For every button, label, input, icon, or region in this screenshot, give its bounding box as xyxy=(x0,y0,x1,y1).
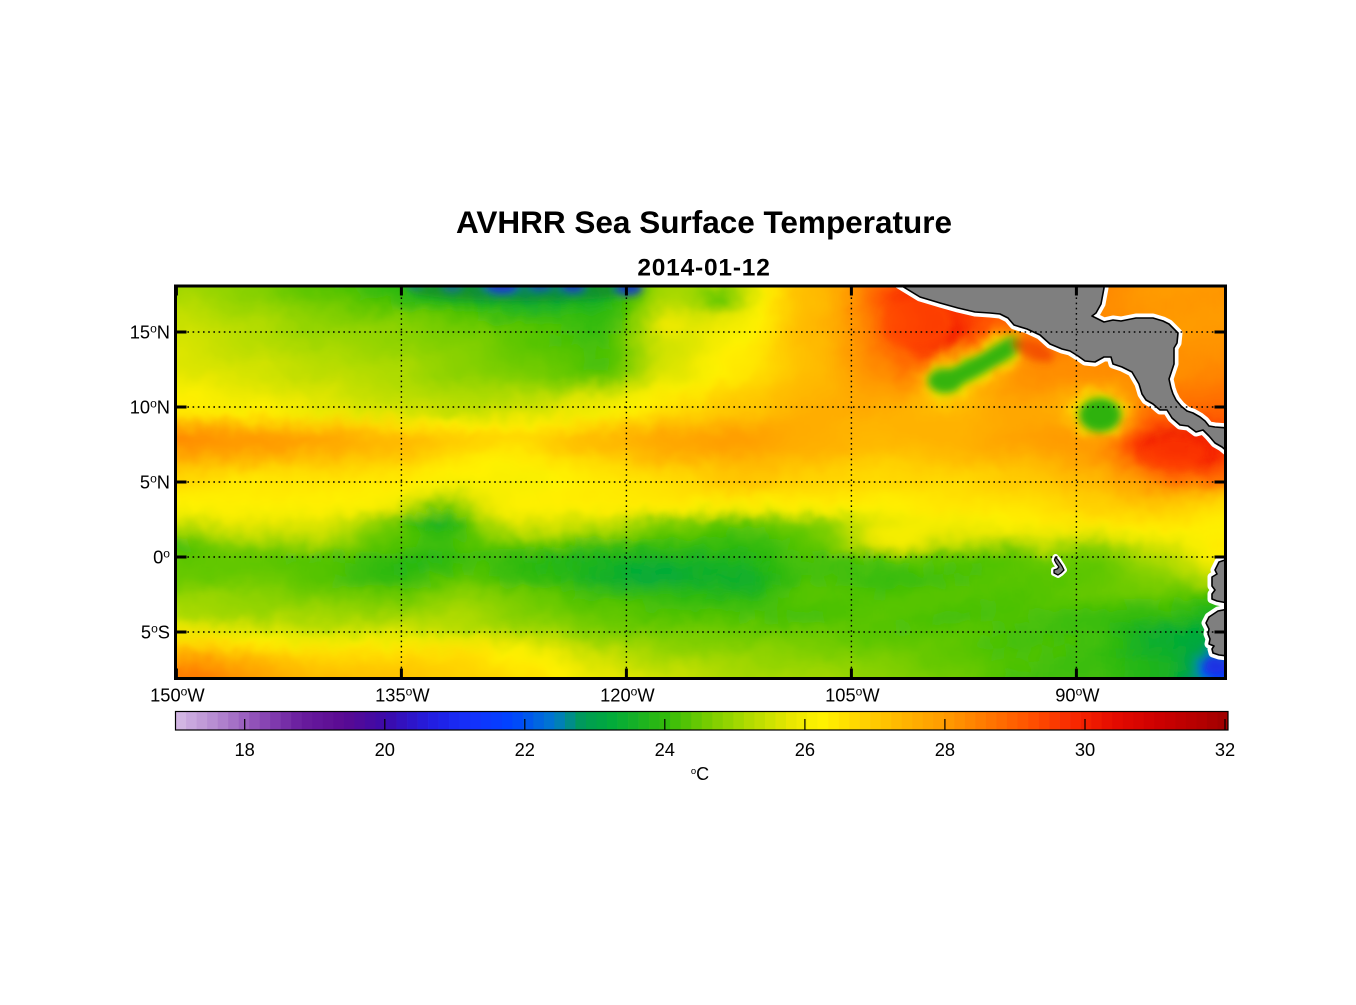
svg-text:24: 24 xyxy=(655,739,675,760)
svg-text:90oW: 90oW xyxy=(1055,684,1100,705)
svg-text:2014-01-12: 2014-01-12 xyxy=(637,255,770,282)
svg-text:oC: oC xyxy=(691,764,709,784)
svg-text:135oW: 135oW xyxy=(375,684,430,705)
svg-text:22: 22 xyxy=(515,739,535,760)
svg-text:30: 30 xyxy=(1075,739,1095,760)
svg-text:32: 32 xyxy=(1215,739,1235,760)
svg-text:10oN: 10oN xyxy=(130,396,170,417)
svg-text:26: 26 xyxy=(795,739,815,760)
svg-text:105oW: 105oW xyxy=(825,684,880,705)
svg-text:15oN: 15oN xyxy=(130,321,170,342)
svg-text:28: 28 xyxy=(935,739,955,760)
svg-text:18: 18 xyxy=(235,739,255,760)
svg-text:5oS: 5oS xyxy=(141,621,170,642)
svg-text:150oW: 150oW xyxy=(150,684,205,705)
svg-text:5oN: 5oN xyxy=(140,471,170,492)
svg-text:120oW: 120oW xyxy=(600,684,655,705)
svg-text:AVHRR Sea Surface Temperature: AVHRR Sea Surface Temperature xyxy=(456,204,952,240)
svg-text:20: 20 xyxy=(375,739,395,760)
